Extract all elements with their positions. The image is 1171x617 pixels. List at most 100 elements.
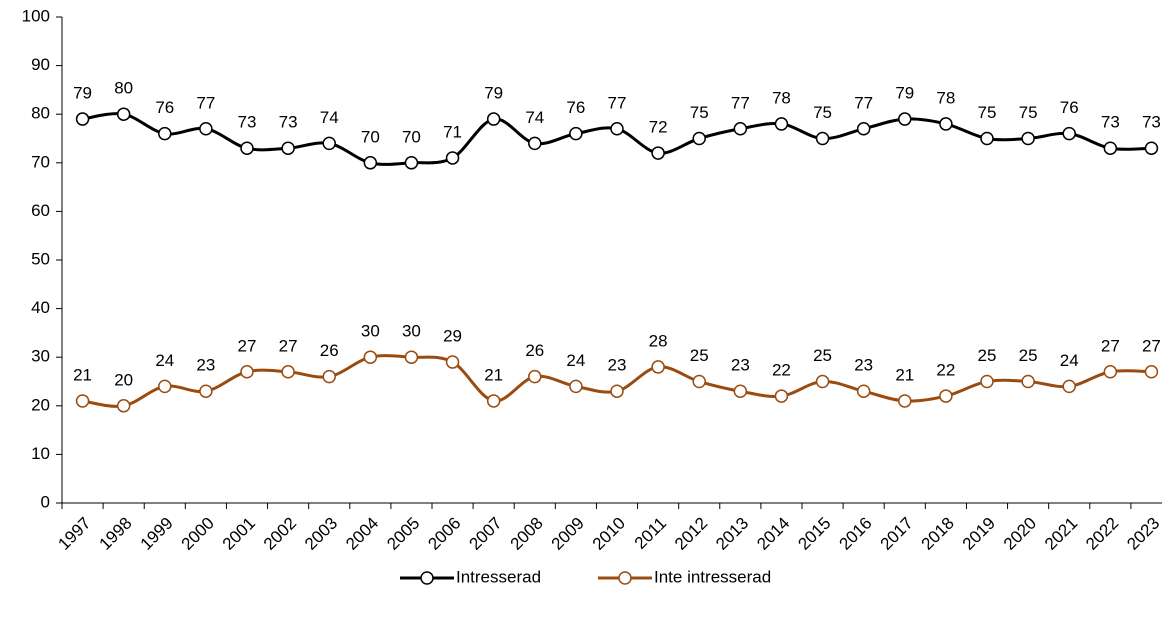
data-point bbox=[528, 369, 542, 384]
data-point bbox=[856, 122, 871, 136]
data-label: 25 bbox=[1019, 346, 1038, 365]
data-point bbox=[1144, 365, 1159, 379]
data-point bbox=[486, 112, 501, 126]
data-point bbox=[75, 112, 90, 126]
x-tick-label: 2014 bbox=[753, 514, 793, 554]
y-tick-label: 100 bbox=[22, 6, 50, 25]
data-label: 72 bbox=[649, 118, 668, 137]
x-tick-label: 2011 bbox=[631, 514, 670, 553]
x-tick-label: 2015 bbox=[794, 514, 834, 554]
x-tick-label: 1998 bbox=[95, 514, 135, 554]
x-tick-label: 2019 bbox=[959, 514, 999, 554]
data-point bbox=[774, 117, 789, 131]
y-tick-label: 80 bbox=[31, 104, 50, 123]
data-label: 77 bbox=[854, 93, 873, 112]
data-label: 22 bbox=[772, 361, 791, 380]
data-point bbox=[240, 365, 254, 379]
data-label: 73 bbox=[279, 113, 298, 132]
data-label: 76 bbox=[155, 98, 174, 117]
data-point bbox=[610, 122, 624, 136]
data-label: 27 bbox=[1101, 336, 1120, 355]
legend-marker bbox=[420, 571, 434, 585]
data-label: 26 bbox=[525, 341, 544, 360]
x-tick-label: 2017 bbox=[877, 514, 917, 554]
data-point bbox=[1144, 141, 1159, 155]
data-label: 25 bbox=[690, 346, 709, 365]
data-point bbox=[528, 136, 542, 151]
x-tick-label: 2001 bbox=[219, 514, 259, 554]
data-point bbox=[116, 107, 131, 121]
data-label: 24 bbox=[566, 351, 585, 370]
x-tick-label: 2013 bbox=[712, 514, 752, 554]
y-tick-label: 20 bbox=[31, 395, 50, 414]
data-label: 75 bbox=[690, 103, 709, 122]
data-point bbox=[1021, 131, 1035, 146]
data-label: 73 bbox=[1142, 113, 1161, 132]
data-label: 26 bbox=[320, 341, 339, 360]
data-point bbox=[158, 379, 172, 394]
data-point bbox=[363, 156, 378, 170]
data-label: 21 bbox=[895, 365, 914, 384]
data-label: 78 bbox=[772, 88, 791, 107]
data-point bbox=[322, 369, 336, 384]
y-tick-label: 30 bbox=[31, 347, 50, 366]
data-label: 27 bbox=[1142, 336, 1161, 355]
data-label: 80 bbox=[114, 79, 133, 98]
data-label: 24 bbox=[1060, 351, 1079, 370]
data-label: 23 bbox=[854, 356, 873, 375]
data-point bbox=[445, 355, 460, 369]
data-label: 29 bbox=[443, 327, 462, 346]
data-point bbox=[404, 350, 419, 364]
data-label: 74 bbox=[320, 108, 339, 127]
data-point bbox=[733, 122, 748, 136]
data-label: 28 bbox=[649, 331, 668, 350]
data-point bbox=[116, 399, 131, 413]
data-point bbox=[898, 394, 912, 408]
data-point bbox=[75, 394, 90, 408]
data-point bbox=[569, 379, 583, 394]
data-point bbox=[1103, 141, 1118, 155]
data-label: 77 bbox=[731, 93, 750, 112]
data-label: 79 bbox=[895, 84, 914, 103]
data-point bbox=[692, 131, 706, 146]
data-label: 24 bbox=[155, 351, 174, 370]
data-point bbox=[692, 374, 706, 389]
x-tick-label: 2008 bbox=[507, 514, 547, 554]
legend-label: Intresserad bbox=[456, 567, 541, 586]
data-label: 27 bbox=[238, 336, 257, 355]
x-tick-label: 2006 bbox=[424, 514, 464, 554]
data-point bbox=[1021, 374, 1035, 389]
data-label: 30 bbox=[402, 322, 421, 341]
data-label: 76 bbox=[1060, 98, 1079, 117]
data-point bbox=[199, 384, 213, 398]
data-label: 30 bbox=[361, 322, 380, 341]
data-point bbox=[322, 136, 336, 151]
x-tick-label: 2005 bbox=[383, 514, 423, 554]
data-point bbox=[445, 151, 460, 165]
data-label: 75 bbox=[813, 103, 832, 122]
data-point bbox=[281, 141, 295, 155]
y-tick-label: 50 bbox=[31, 249, 50, 268]
x-tick-label: 2010 bbox=[589, 514, 629, 554]
x-tick-label: 2023 bbox=[1123, 514, 1163, 554]
data-point bbox=[1062, 126, 1076, 141]
data-point bbox=[815, 374, 830, 389]
data-label: 79 bbox=[484, 84, 503, 103]
x-tick-label: 2009 bbox=[548, 514, 588, 554]
data-label: 20 bbox=[114, 370, 133, 389]
data-label: 76 bbox=[566, 98, 585, 117]
data-point bbox=[610, 384, 624, 398]
data-point bbox=[939, 389, 953, 403]
y-tick-label: 10 bbox=[31, 444, 50, 463]
data-label: 70 bbox=[361, 127, 380, 146]
x-tick-label: 2002 bbox=[260, 514, 300, 554]
data-label: 21 bbox=[73, 365, 92, 384]
y-tick-label: 0 bbox=[41, 492, 50, 511]
x-tick-label: 1999 bbox=[137, 514, 177, 554]
data-label: 75 bbox=[1019, 103, 1038, 122]
data-label: 73 bbox=[1101, 113, 1120, 132]
legend-label: Inte intresserad bbox=[654, 567, 771, 586]
y-tick-label: 40 bbox=[31, 298, 50, 317]
data-label: 25 bbox=[813, 346, 832, 365]
data-label: 27 bbox=[279, 336, 298, 355]
